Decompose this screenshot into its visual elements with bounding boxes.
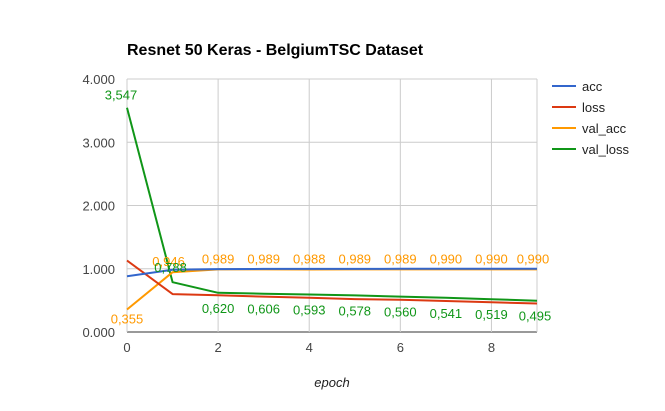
- data-label-val-loss: 0,519: [475, 307, 508, 322]
- legend-label: loss: [582, 100, 606, 115]
- x-tick-label: 4: [306, 340, 313, 355]
- legend-label: acc: [582, 79, 603, 94]
- data-label-val-acc: 0,990: [430, 251, 463, 266]
- y-tick-label: 0.000: [82, 325, 115, 340]
- data-label-val-acc: 0,990: [517, 251, 550, 266]
- data-label-val-loss: 0,578: [339, 303, 372, 318]
- chart-title: Resnet 50 Keras - BelgiumTSC Dataset: [127, 42, 424, 59]
- data-label-val-loss: 0,620: [202, 301, 235, 316]
- series-line-val-acc: [126, 268, 537, 311]
- series-lines: [126, 107, 538, 311]
- data-labels: 0,355 0,946 0,989 0,989 0,988 0,989 0,989 0,990…: [105, 88, 552, 327]
- data-label-val-loss: 0,541: [430, 306, 463, 321]
- y-tick-label: 4.000: [82, 72, 115, 87]
- data-label-val-loss: 0,495: [519, 309, 552, 324]
- x-axis-ticks: 0 2 4 6 8: [123, 340, 495, 355]
- data-label-val-loss: 0,560: [384, 305, 417, 320]
- x-axis-title: epoch: [314, 375, 349, 390]
- x-tick-label: 2: [214, 340, 221, 355]
- data-label-val-loss: 0,593: [293, 302, 326, 317]
- x-tick-label: 6: [397, 340, 404, 355]
- data-label-val-loss: 3,547: [105, 88, 138, 103]
- data-label-val-acc: 0,946: [152, 254, 185, 269]
- y-tick-label: 3.000: [82, 135, 115, 150]
- data-label-val-acc: 0,989: [202, 251, 235, 266]
- series-line-val-loss: [126, 107, 538, 302]
- y-axis-ticks: 0.000 1.000 2.000 3.000 4.000: [82, 72, 115, 340]
- legend: acc loss val_acc val_loss: [552, 79, 629, 157]
- legend-label: val_loss: [582, 142, 629, 157]
- x-tick-label: 8: [488, 340, 495, 355]
- data-label-val-acc: 0,355: [111, 312, 144, 327]
- data-label-val-acc: 0,989: [384, 251, 417, 266]
- data-label-val-loss: 0,788: [154, 260, 187, 275]
- data-label-val-acc: 0,990: [475, 251, 508, 266]
- legend-label: val_acc: [582, 121, 627, 136]
- series-line-acc: [126, 267, 537, 278]
- data-label-val-acc: 0,989: [339, 251, 372, 266]
- series-line-loss: [126, 259, 538, 305]
- y-tick-label: 2.000: [82, 199, 115, 214]
- data-label-val-acc: 0,988: [293, 252, 326, 267]
- y-tick-label: 1.000: [82, 262, 115, 277]
- x-tick-label: 0: [123, 340, 130, 355]
- data-label-val-loss: 0,606: [247, 302, 280, 317]
- data-label-val-acc: 0,989: [247, 251, 280, 266]
